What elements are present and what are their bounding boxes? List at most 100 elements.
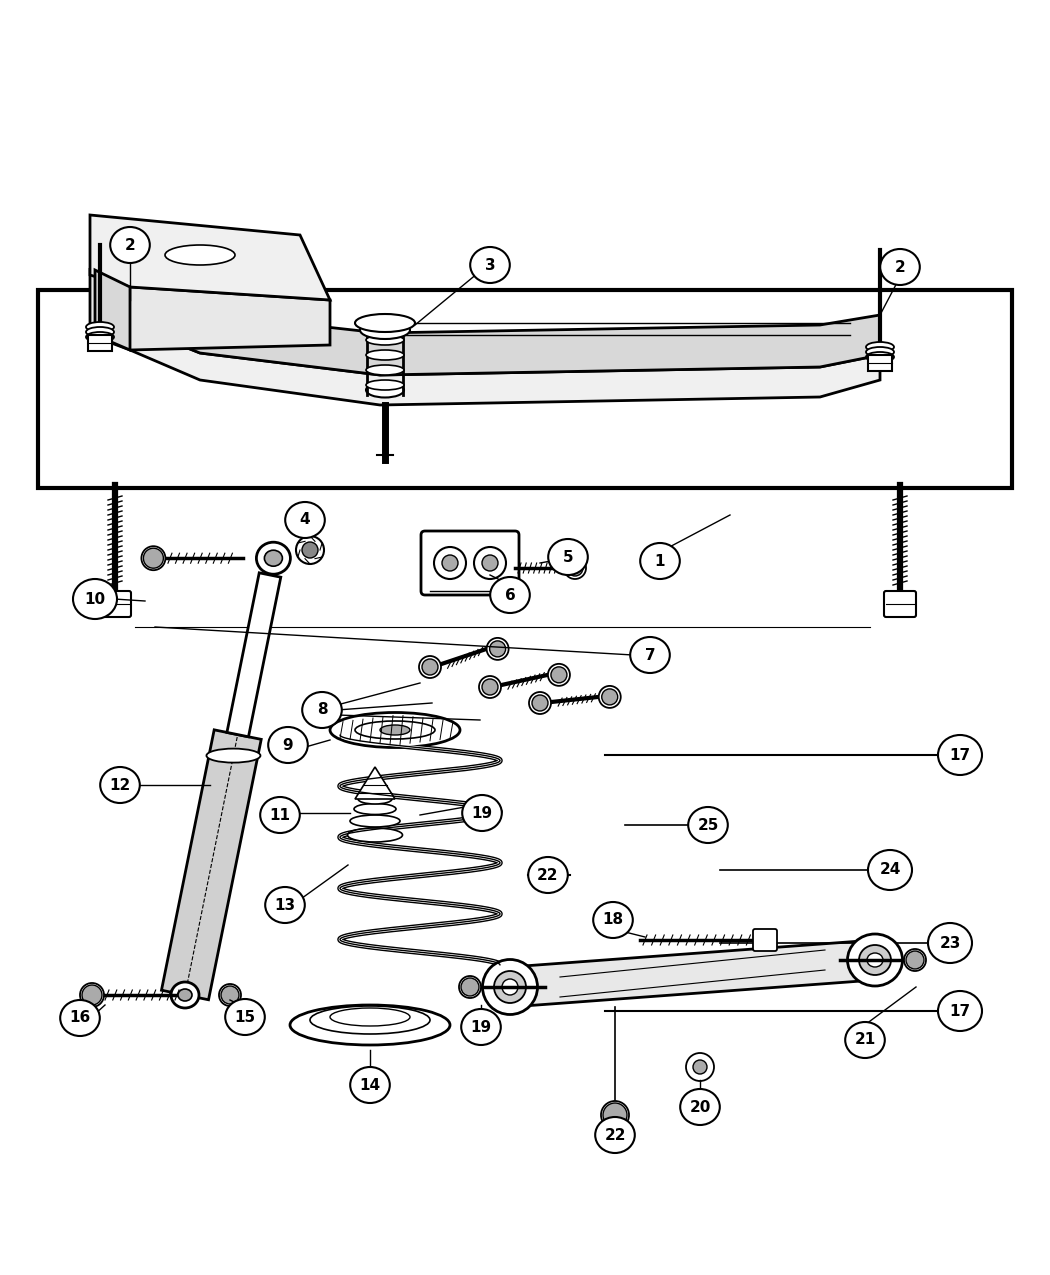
Ellipse shape xyxy=(680,1089,720,1125)
Ellipse shape xyxy=(688,807,728,843)
Ellipse shape xyxy=(219,984,242,1006)
Text: 8: 8 xyxy=(317,703,328,718)
Ellipse shape xyxy=(847,935,903,986)
Circle shape xyxy=(603,1103,627,1127)
Ellipse shape xyxy=(142,546,166,570)
Circle shape xyxy=(220,986,239,1003)
Polygon shape xyxy=(227,572,280,737)
Ellipse shape xyxy=(360,321,410,339)
FancyBboxPatch shape xyxy=(99,592,131,617)
Ellipse shape xyxy=(928,923,972,963)
Ellipse shape xyxy=(867,952,883,966)
Ellipse shape xyxy=(290,1005,450,1046)
Bar xyxy=(38,289,1012,488)
Circle shape xyxy=(482,680,498,695)
Text: 23: 23 xyxy=(940,936,961,950)
Ellipse shape xyxy=(100,768,140,803)
Ellipse shape xyxy=(461,1009,501,1046)
Text: 9: 9 xyxy=(282,737,293,752)
Ellipse shape xyxy=(351,1067,390,1103)
Ellipse shape xyxy=(354,803,396,815)
Ellipse shape xyxy=(868,850,912,890)
Ellipse shape xyxy=(266,887,304,923)
Polygon shape xyxy=(90,270,330,351)
Ellipse shape xyxy=(225,1000,265,1035)
Polygon shape xyxy=(130,325,880,405)
Ellipse shape xyxy=(60,1000,100,1037)
Ellipse shape xyxy=(494,972,526,1003)
Circle shape xyxy=(474,547,506,579)
Circle shape xyxy=(434,547,466,579)
Ellipse shape xyxy=(904,949,926,972)
Ellipse shape xyxy=(86,323,114,332)
Polygon shape xyxy=(355,768,395,799)
Circle shape xyxy=(532,695,548,711)
Circle shape xyxy=(482,555,498,571)
Ellipse shape xyxy=(110,227,150,263)
Ellipse shape xyxy=(302,692,342,728)
Ellipse shape xyxy=(165,245,235,265)
Ellipse shape xyxy=(502,979,518,995)
Text: 12: 12 xyxy=(109,778,130,793)
Circle shape xyxy=(296,536,324,564)
Ellipse shape xyxy=(630,638,670,673)
Bar xyxy=(88,335,112,351)
Text: 2: 2 xyxy=(125,237,135,252)
Polygon shape xyxy=(94,270,130,351)
Ellipse shape xyxy=(880,249,920,286)
Ellipse shape xyxy=(366,382,404,398)
Ellipse shape xyxy=(938,991,982,1031)
Ellipse shape xyxy=(459,975,481,998)
Text: 5: 5 xyxy=(563,550,573,565)
Text: 2: 2 xyxy=(895,260,905,274)
Ellipse shape xyxy=(548,664,570,686)
Ellipse shape xyxy=(486,638,508,660)
Ellipse shape xyxy=(598,686,621,708)
FancyBboxPatch shape xyxy=(884,592,916,617)
Text: 11: 11 xyxy=(270,807,291,822)
Ellipse shape xyxy=(330,713,460,747)
Ellipse shape xyxy=(686,1053,714,1081)
Text: 24: 24 xyxy=(879,862,901,877)
Text: 14: 14 xyxy=(359,1077,380,1093)
Ellipse shape xyxy=(366,335,404,346)
Text: 10: 10 xyxy=(84,592,106,607)
Ellipse shape xyxy=(355,314,415,332)
Text: 6: 6 xyxy=(505,588,516,603)
Ellipse shape xyxy=(859,945,891,975)
Text: 1: 1 xyxy=(655,553,666,569)
Ellipse shape xyxy=(866,342,894,352)
Ellipse shape xyxy=(528,857,568,892)
Text: 22: 22 xyxy=(604,1127,626,1142)
Ellipse shape xyxy=(564,557,586,579)
Ellipse shape xyxy=(80,983,104,1007)
Text: 3: 3 xyxy=(485,258,496,273)
Ellipse shape xyxy=(207,748,260,762)
Circle shape xyxy=(461,978,479,996)
Text: 4: 4 xyxy=(299,513,311,528)
Circle shape xyxy=(551,667,567,683)
Text: 17: 17 xyxy=(949,747,970,762)
Ellipse shape xyxy=(366,351,404,360)
Ellipse shape xyxy=(260,797,300,833)
Ellipse shape xyxy=(355,720,435,739)
Ellipse shape xyxy=(483,960,538,1015)
Ellipse shape xyxy=(595,1117,635,1153)
Circle shape xyxy=(422,659,438,674)
Text: 16: 16 xyxy=(69,1011,90,1025)
Ellipse shape xyxy=(866,352,894,362)
Polygon shape xyxy=(130,287,880,375)
Ellipse shape xyxy=(256,542,291,574)
Text: 15: 15 xyxy=(234,1010,255,1025)
Ellipse shape xyxy=(462,796,502,831)
Ellipse shape xyxy=(348,827,402,842)
Text: 21: 21 xyxy=(855,1033,876,1048)
Circle shape xyxy=(144,548,164,569)
Ellipse shape xyxy=(310,1006,430,1034)
Ellipse shape xyxy=(866,347,894,357)
Circle shape xyxy=(602,688,617,705)
Circle shape xyxy=(906,951,924,969)
FancyBboxPatch shape xyxy=(753,929,777,951)
Circle shape xyxy=(302,542,318,558)
Ellipse shape xyxy=(86,332,114,342)
